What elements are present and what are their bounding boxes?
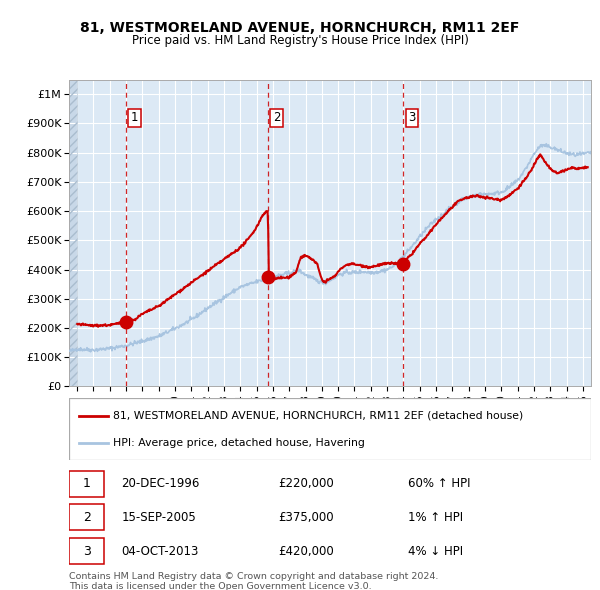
- Bar: [69, 80, 77, 386]
- Text: 81, WESTMORELAND AVENUE, HORNCHURCH, RM11 2EF (detached house): 81, WESTMORELAND AVENUE, HORNCHURCH, RM1…: [113, 411, 524, 421]
- FancyBboxPatch shape: [69, 504, 104, 530]
- Text: £420,000: £420,000: [278, 545, 334, 558]
- Text: Contains HM Land Registry data © Crown copyright and database right 2024.
This d: Contains HM Land Registry data © Crown c…: [69, 572, 439, 590]
- Text: Price paid vs. HM Land Registry's House Price Index (HPI): Price paid vs. HM Land Registry's House …: [131, 34, 469, 47]
- Text: 15-SEP-2005: 15-SEP-2005: [121, 511, 196, 524]
- Text: 4% ↓ HPI: 4% ↓ HPI: [409, 545, 463, 558]
- Text: 20-DEC-1996: 20-DEC-1996: [121, 477, 200, 490]
- FancyBboxPatch shape: [69, 471, 104, 497]
- Text: 2: 2: [273, 112, 281, 124]
- FancyBboxPatch shape: [69, 538, 104, 564]
- Text: 60% ↑ HPI: 60% ↑ HPI: [409, 477, 471, 490]
- Text: 1: 1: [83, 477, 91, 490]
- Text: HPI: Average price, detached house, Havering: HPI: Average price, detached house, Have…: [113, 438, 365, 448]
- Text: 1% ↑ HPI: 1% ↑ HPI: [409, 511, 463, 524]
- Text: 81, WESTMORELAND AVENUE, HORNCHURCH, RM11 2EF: 81, WESTMORELAND AVENUE, HORNCHURCH, RM1…: [80, 21, 520, 35]
- Text: 2: 2: [83, 511, 91, 524]
- Text: £375,000: £375,000: [278, 511, 334, 524]
- Text: 04-OCT-2013: 04-OCT-2013: [121, 545, 199, 558]
- Text: 1: 1: [131, 112, 139, 124]
- Text: £220,000: £220,000: [278, 477, 334, 490]
- Bar: [69, 80, 77, 386]
- Text: 3: 3: [83, 545, 91, 558]
- Text: 3: 3: [408, 112, 416, 124]
